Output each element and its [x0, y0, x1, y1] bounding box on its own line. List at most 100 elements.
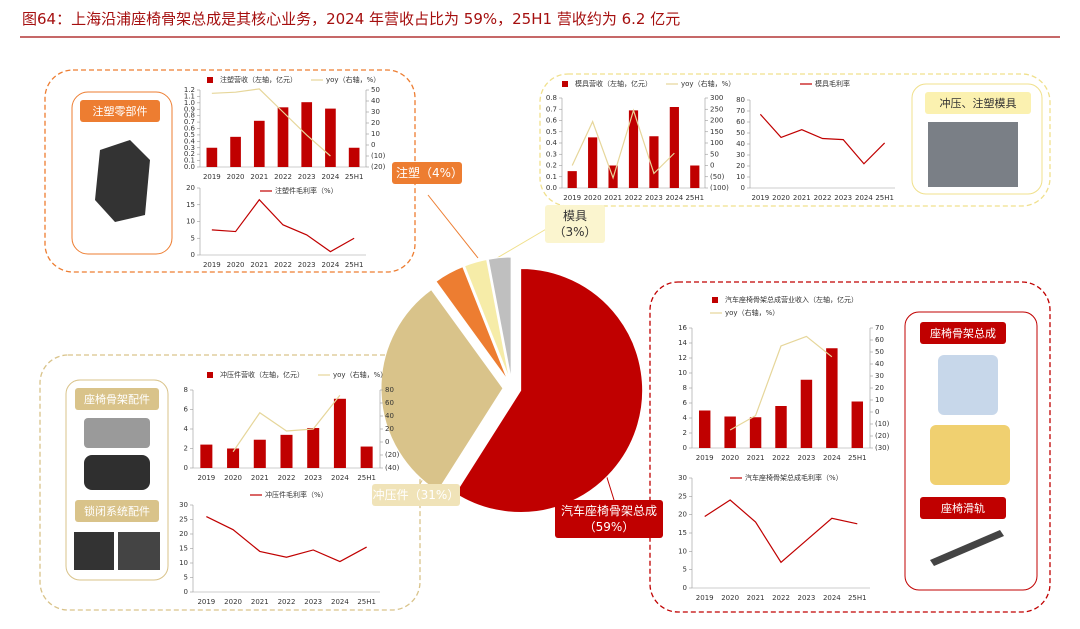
x-tick-label: 25H1: [357, 474, 376, 482]
bar: [206, 147, 218, 167]
y2-tick-label: (30): [875, 444, 890, 452]
line: [206, 516, 367, 563]
bar: [277, 107, 289, 167]
photo-frame: [904, 311, 1038, 591]
x-tick-label: 2022: [772, 454, 790, 462]
y-tick-label: 0: [741, 184, 745, 192]
bar: [628, 110, 639, 188]
y-tick-label: 0.8: [184, 112, 195, 120]
y-tick-label: 0.6: [184, 125, 196, 133]
x-tick-label: 2022: [814, 194, 832, 202]
y2-tick-label: (20): [875, 432, 890, 440]
y-tick-label: 0.2: [184, 150, 195, 158]
x-tick-label: 2020: [227, 173, 245, 181]
x-tick-label: 2020: [227, 261, 245, 269]
photo: [938, 355, 998, 415]
legend-label: yoy（右轴，%）: [326, 75, 380, 84]
x-tick-label: 2023: [304, 474, 322, 482]
y-tick-label: 0.5: [546, 128, 557, 136]
x-tick-label: 2023: [798, 454, 816, 462]
y2-tick-label: 20: [875, 384, 884, 392]
x-tick-label: 25H1: [345, 261, 364, 269]
y-tick-label: 0.2: [546, 162, 557, 170]
y-tick-label: 0.1: [546, 173, 557, 181]
y2-tick-label: 100: [710, 139, 723, 147]
y2-tick-label: (10): [371, 152, 386, 160]
y2-tick-label: 50: [710, 150, 719, 158]
y-tick-label: 40: [736, 140, 745, 148]
y2-tick-label: (40): [385, 464, 400, 472]
x-tick-label: 2019: [197, 598, 215, 606]
photo: [95, 140, 150, 222]
x-tick-label: 2021: [250, 261, 268, 269]
y-tick-label: 0.7: [546, 105, 557, 113]
y-tick-label: 4: [683, 414, 688, 422]
pie-label: 模具（3%）: [545, 205, 605, 243]
legend-label: yoy（右轴，%）: [725, 308, 779, 317]
legend-label: 注塑营收（左轴，亿元）: [220, 75, 297, 84]
x-tick-label: 2019: [203, 173, 221, 181]
title: 图64：上海沿浦座椅骨架总成是其核心业务，2024 年营收占比为 59%，25H…: [22, 10, 681, 28]
bar: [724, 416, 736, 448]
x-tick-label: 2023: [304, 598, 322, 606]
panel-frame: [539, 73, 1051, 207]
y-tick-label: 1.2: [184, 86, 195, 94]
y-tick-label: 1.0: [184, 99, 195, 107]
y2-tick-label: (20): [371, 163, 386, 171]
bar: [588, 137, 598, 188]
x-tick-label: 2021: [747, 594, 765, 602]
y-tick-label: 20: [179, 530, 188, 538]
x-tick-label: 25H1: [848, 594, 867, 602]
photo-frame: [71, 91, 173, 255]
x-tick-label: 2019: [751, 194, 769, 202]
y-tick-label: 0.3: [184, 144, 195, 152]
x-tick-label: 2021: [251, 598, 269, 606]
y-tick-label: 12: [678, 354, 687, 362]
y-tick-label: 14: [678, 339, 687, 347]
line: [211, 88, 331, 157]
y-tick-label: 0.7: [184, 118, 195, 126]
line: [571, 108, 675, 180]
y-tick-label: 70: [736, 107, 745, 115]
product-label: 锁闭系统配件: [75, 500, 159, 522]
y-tick-label: 15: [186, 201, 195, 209]
y2-tick-label: 40: [875, 360, 884, 368]
bar: [348, 147, 360, 167]
x-tick-label: 2020: [721, 454, 739, 462]
panel-frame: [39, 354, 421, 611]
x-tick-label: 2022: [625, 194, 643, 202]
y-tick-label: 0: [683, 584, 687, 592]
photo: [84, 418, 150, 448]
product-label: 冲压、注塑模具: [925, 92, 1031, 114]
product-label: 注塑零部件: [80, 100, 160, 122]
y-tick-label: 0: [683, 444, 687, 452]
legend-label: 汽车座椅骨架总成毛利率（%）: [745, 473, 843, 482]
y-tick-label: 6: [683, 399, 688, 407]
x-tick-label: 2024: [823, 454, 841, 462]
y2-tick-label: (50): [710, 173, 725, 181]
x-tick-label: 2024: [322, 261, 340, 269]
x-tick-label: 2022: [278, 474, 296, 482]
y-tick-label: 0.4: [184, 137, 196, 145]
bar: [749, 417, 762, 448]
y-tick-label: 0.3: [546, 150, 557, 158]
y-tick-label: 20: [736, 162, 745, 170]
x-tick-label: 25H1: [685, 194, 704, 202]
y-tick-label: 20: [186, 184, 195, 192]
legend-label: 冲压件营收（左轴，亿元）: [220, 370, 304, 379]
product-label: 座椅骨架总成: [920, 322, 1006, 344]
x-tick-label: 2021: [747, 454, 765, 462]
photo: [928, 122, 1018, 187]
y2-tick-label: 40: [371, 97, 380, 105]
y-tick-label: 0.4: [546, 139, 558, 147]
y-tick-label: 10: [186, 218, 195, 226]
x-tick-label: 2021: [793, 194, 811, 202]
pie-label: 冲压件（31%）: [372, 484, 460, 506]
bar: [227, 448, 240, 468]
x-tick-label: 2020: [721, 594, 739, 602]
y2-tick-label: 20: [371, 119, 380, 127]
y-tick-label: 0.8: [546, 94, 557, 102]
legend-swatch: [207, 77, 213, 83]
bar: [200, 444, 213, 468]
